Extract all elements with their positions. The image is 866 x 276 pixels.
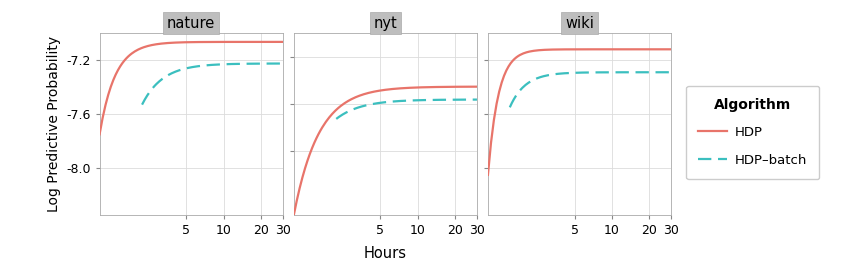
Title: wiki: wiki bbox=[565, 15, 594, 31]
Title: nature: nature bbox=[167, 15, 216, 31]
X-axis label: Hours: Hours bbox=[364, 246, 407, 261]
Legend: HDP, HDP–batch: HDP, HDP–batch bbox=[687, 86, 819, 179]
Title: nyt: nyt bbox=[373, 15, 397, 31]
Y-axis label: Log Predictive Probability: Log Predictive Probability bbox=[47, 36, 61, 212]
